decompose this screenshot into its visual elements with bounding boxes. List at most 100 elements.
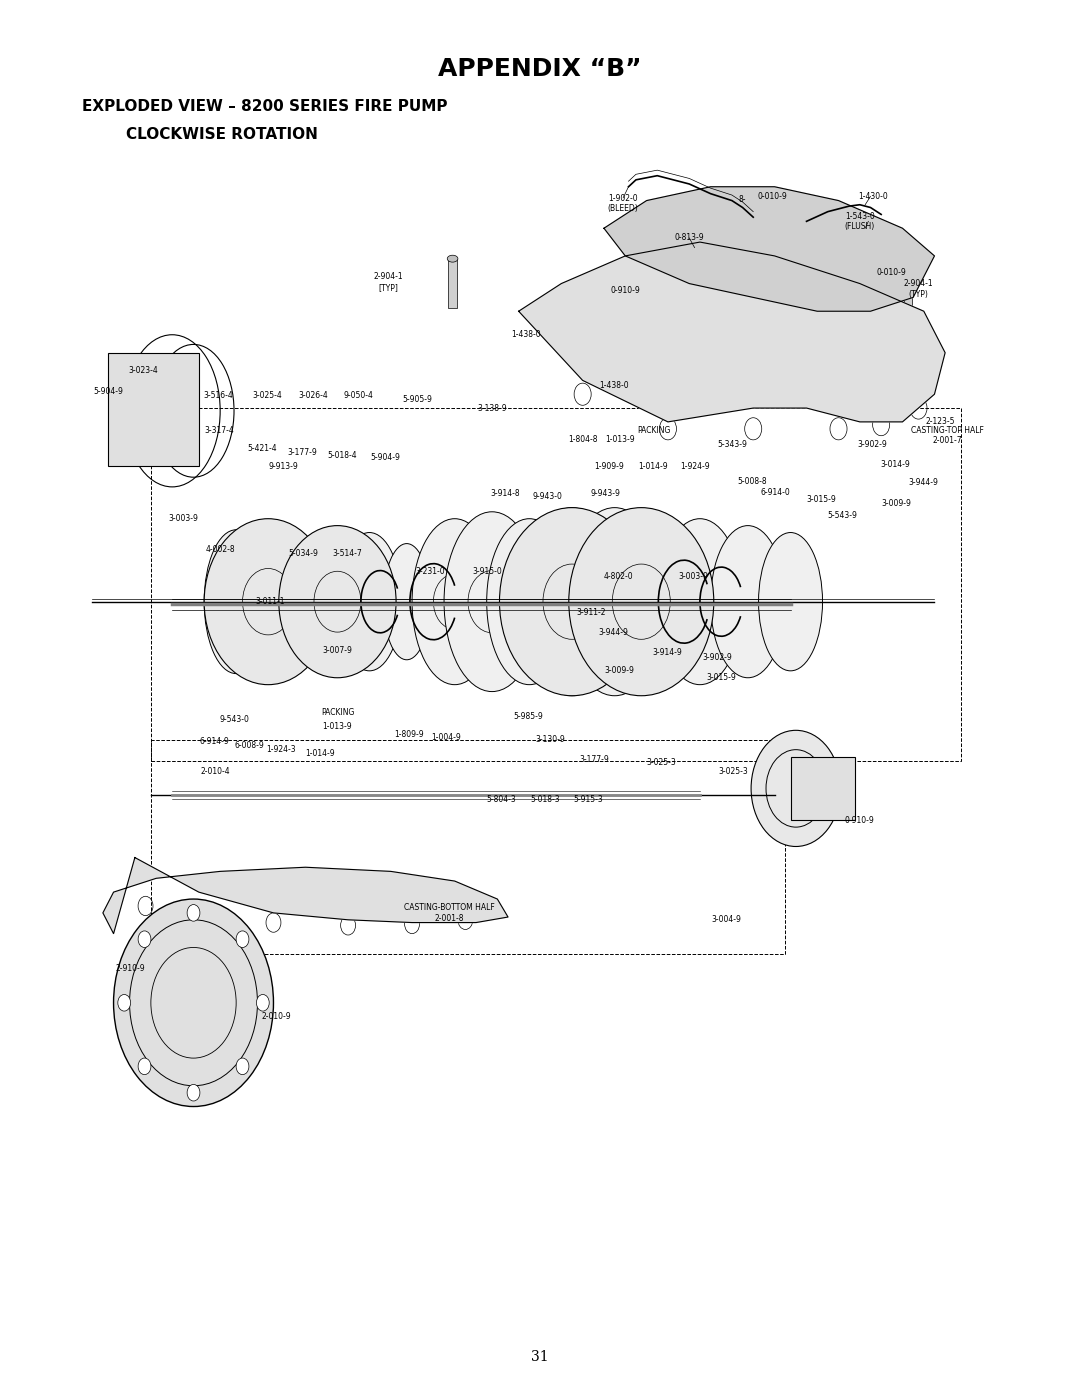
Text: 3-231-0: 3-231-0	[416, 567, 445, 576]
Text: 5-034-9: 5-034-9	[288, 549, 319, 557]
Polygon shape	[103, 858, 508, 933]
Text: 3-015-9: 3-015-9	[706, 673, 737, 682]
Text: 1-014-9: 1-014-9	[306, 749, 335, 759]
Text: 2-123-5: 2-123-5	[926, 418, 955, 426]
Text: 5-018-4: 5-018-4	[327, 451, 356, 460]
Ellipse shape	[276, 541, 324, 662]
Bar	[108, 352, 199, 467]
Circle shape	[204, 518, 333, 685]
Text: 5-915-3: 5-915-3	[573, 795, 603, 803]
Text: 1-902-0
(BLEED): 1-902-0 (BLEED)	[608, 194, 638, 214]
Text: 6-914-0: 6-914-0	[760, 488, 791, 497]
Text: 1-924-3: 1-924-3	[266, 745, 296, 754]
Text: 0-010-9: 0-010-9	[877, 268, 907, 277]
Text: 5-018-3: 5-018-3	[530, 795, 561, 803]
Text: CASTING-BOTTOM HALF
2-001-8: CASTING-BOTTOM HALF 2-001-8	[404, 904, 495, 922]
Text: 3-915-0: 3-915-0	[473, 567, 502, 576]
Circle shape	[499, 507, 645, 696]
Ellipse shape	[615, 518, 700, 685]
Text: 3-009-9: 3-009-9	[881, 499, 912, 509]
Text: APPENDIX “B”: APPENDIX “B”	[438, 57, 642, 81]
Text: 9-050-4: 9-050-4	[343, 391, 374, 400]
Text: 8-: 8-	[739, 194, 746, 204]
Text: 1-014-9: 1-014-9	[638, 461, 667, 471]
Text: 3-004-9: 3-004-9	[712, 915, 742, 925]
Polygon shape	[604, 187, 934, 312]
Text: 3-177-9: 3-177-9	[580, 754, 609, 764]
Text: 3-003-9: 3-003-9	[167, 514, 198, 524]
Ellipse shape	[711, 525, 785, 678]
Text: 5-421-4: 5-421-4	[247, 444, 276, 453]
Text: 3-177-9: 3-177-9	[287, 448, 318, 457]
Text: 2-010-4: 2-010-4	[200, 767, 230, 777]
Text: 5-008-8: 5-008-8	[738, 476, 767, 486]
Text: 3-130-9: 3-130-9	[536, 735, 566, 745]
Text: 3-015-9: 3-015-9	[807, 495, 836, 504]
Text: 3-944-9: 3-944-9	[909, 478, 939, 488]
Text: 5-904-9: 5-904-9	[93, 387, 123, 395]
Ellipse shape	[337, 532, 402, 671]
Text: 5-905-9: 5-905-9	[403, 395, 432, 404]
Ellipse shape	[447, 256, 458, 263]
Text: 0-010-9: 0-010-9	[757, 191, 787, 201]
Text: 3-007-9: 3-007-9	[323, 645, 352, 655]
Text: 3-902-9: 3-902-9	[858, 440, 888, 448]
Text: 3-025-4: 3-025-4	[253, 391, 282, 400]
Text: 2-010-9: 2-010-9	[261, 1011, 292, 1021]
Text: 0-910-9: 0-910-9	[845, 816, 875, 824]
Ellipse shape	[383, 543, 430, 659]
Text: 1-543-0
(FLUSH): 1-543-0 (FLUSH)	[845, 211, 875, 231]
Circle shape	[279, 525, 396, 678]
Circle shape	[138, 930, 151, 947]
Bar	[904, 272, 913, 323]
Text: 4-802-0: 4-802-0	[604, 573, 634, 581]
Text: 5-904-9: 5-904-9	[370, 454, 401, 462]
Text: 3-138-9: 3-138-9	[477, 404, 507, 412]
Bar	[448, 258, 457, 309]
Ellipse shape	[521, 507, 623, 696]
Text: 2-910-9: 2-910-9	[116, 964, 146, 972]
Text: 3-014-9: 3-014-9	[880, 460, 909, 469]
Ellipse shape	[658, 518, 743, 685]
Text: 1-013-9: 1-013-9	[323, 722, 352, 731]
Ellipse shape	[444, 511, 540, 692]
Text: 0-910-9: 0-910-9	[610, 286, 640, 295]
Text: 1-809-9: 1-809-9	[394, 731, 423, 739]
Circle shape	[187, 905, 200, 921]
Text: 3-003-9: 3-003-9	[678, 573, 708, 581]
Text: 9-943-9: 9-943-9	[590, 489, 620, 499]
Text: 3-025-3: 3-025-3	[647, 757, 676, 767]
Text: 6-914-9: 6-914-9	[200, 736, 230, 746]
Text: 1-924-9: 1-924-9	[679, 461, 710, 471]
Text: CASTING-TOP HALF
2-001-7: CASTING-TOP HALF 2-001-7	[910, 426, 984, 446]
Text: 3-011-1: 3-011-1	[256, 597, 285, 606]
Text: 1-430-0: 1-430-0	[858, 191, 888, 201]
Circle shape	[256, 995, 269, 1011]
Text: 1-438-0: 1-438-0	[511, 330, 541, 339]
Text: 3-317-4: 3-317-4	[204, 426, 234, 434]
Text: 5-543-9: 5-543-9	[828, 511, 858, 521]
Text: 3-902-9: 3-902-9	[702, 652, 732, 662]
Ellipse shape	[413, 518, 498, 685]
Text: 3-914-8: 3-914-8	[490, 489, 519, 499]
Text: 5-343-9: 5-343-9	[717, 440, 747, 448]
Circle shape	[118, 995, 131, 1011]
Text: 2-904-1
(TYP): 2-904-1 (TYP)	[904, 279, 933, 299]
Ellipse shape	[564, 507, 665, 696]
Circle shape	[569, 507, 714, 696]
Text: PACKING: PACKING	[321, 708, 354, 717]
Ellipse shape	[487, 518, 572, 685]
Text: 9-543-0: 9-543-0	[219, 715, 249, 724]
Text: 3-023-4: 3-023-4	[129, 366, 159, 376]
Text: 3-514-7: 3-514-7	[333, 549, 362, 557]
Text: 4-002-8: 4-002-8	[205, 545, 235, 553]
Text: 3-009-9: 3-009-9	[604, 666, 634, 675]
Text: 0-813-9: 0-813-9	[674, 233, 704, 243]
Circle shape	[237, 1058, 248, 1074]
Circle shape	[187, 1084, 200, 1101]
Text: 1-438-0: 1-438-0	[598, 381, 629, 390]
Text: 1-004-9: 1-004-9	[431, 733, 461, 742]
Text: 5-985-9: 5-985-9	[513, 712, 543, 721]
Text: 3-914-9: 3-914-9	[652, 648, 681, 658]
Text: 5-804-3: 5-804-3	[487, 795, 516, 803]
